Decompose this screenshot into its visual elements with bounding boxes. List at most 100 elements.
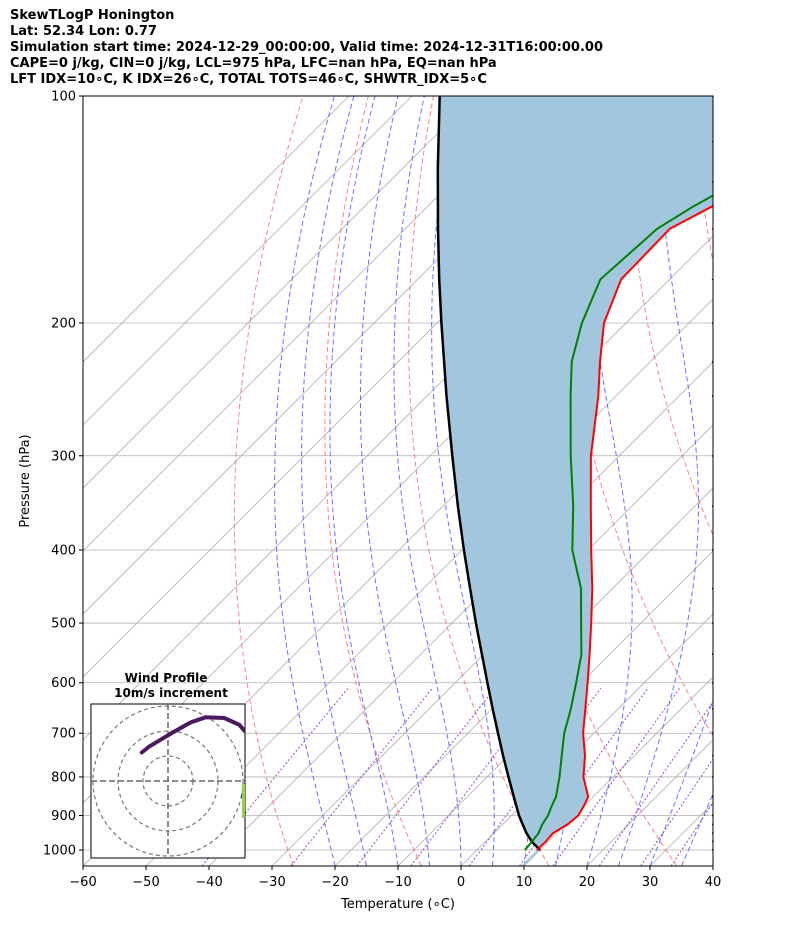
wind-barb-shaft: [711, 653, 713, 655]
wind-barb: [711, 794, 751, 805]
wind-barb-flag: [747, 620, 751, 631]
isotherm-gridline: [83, 96, 350, 363]
wind-barb-flag: [749, 242, 750, 253]
dewpoint-line: [524, 194, 713, 851]
wind-barb-flag: [752, 679, 756, 690]
wind-barb-flag: [747, 794, 751, 805]
wind-barb-flag: [747, 830, 755, 838]
wind-barb: [711, 96, 754, 110]
wind-barb-flag: [747, 651, 751, 662]
wind-barb-shaft: [711, 96, 713, 97]
hodograph-plot: [91, 704, 245, 858]
wind-barb-flag: [752, 620, 756, 631]
wind-barb-flag: [752, 651, 756, 662]
wind-barb-flag: [752, 773, 756, 784]
wind-barb: [711, 730, 751, 742]
wind-barb-flag: [739, 297, 742, 308]
wind-barb: [712, 549, 745, 561]
wind-barb-shaft: [711, 848, 713, 851]
chart-title: SkewTLogP Honington: [10, 8, 175, 23]
moist-adiabat: [393, 96, 462, 866]
indices-line: LFT IDX=10∘C, K IDX=26∘C, TOTAL TOTS=46∘…: [10, 72, 487, 87]
y-tick-label: 300: [51, 449, 76, 464]
wind-barb-flag: [742, 731, 746, 742]
wind-barb-shaft: [711, 840, 713, 843]
wind-barb-flag: [742, 774, 746, 785]
wind-barb-shaft: [711, 181, 713, 183]
wind-barb-shaft: [711, 832, 713, 834]
wind-barb: [711, 322, 747, 354]
wind-barb-flag: [744, 343, 747, 354]
wind-barb: [711, 651, 756, 663]
wind-barb: [711, 620, 756, 631]
wind-barb-flag: [752, 99, 754, 110]
x-tick-label: −10: [384, 875, 411, 890]
wind-barb-flag: [745, 821, 752, 830]
hodograph-inset: Wind Profile 10m/s increment: [90, 671, 246, 859]
wind-barb: [711, 810, 747, 820]
wind-barb-shaft: [711, 796, 713, 798]
y-tick-label: 600: [51, 676, 76, 691]
wind-barb-flag: [742, 794, 746, 805]
moist-adiabat: [360, 96, 430, 866]
wind-barb-flag: [735, 294, 738, 305]
wind-barb-shaft: [711, 322, 713, 325]
mixing-ratio-line: [356, 687, 496, 866]
wind-barb: [711, 505, 754, 521]
wind-barb-flag: [746, 413, 748, 424]
wind-barb-flag: [747, 730, 751, 741]
dry-adiabat: [760, 96, 794, 866]
wind-barb: [712, 587, 745, 600]
y-tick-label: 500: [51, 617, 76, 632]
wind-barb-flag: [742, 652, 746, 663]
wind-barb-flag: [742, 144, 744, 155]
x-tick-label: −20: [321, 875, 348, 890]
mixing-ratio-line: [468, 687, 602, 866]
mixing-ratio-line: [640, 758, 713, 866]
wind-barb-flag: [742, 550, 745, 561]
moist-adiabat: [618, 96, 699, 866]
mixing-ratio-line: [201, 687, 349, 866]
y-axis-label: Pressure (hPa): [18, 434, 33, 527]
isotherm-gridline: [334, 487, 713, 866]
y-tick-label: 700: [51, 727, 76, 742]
wind-barb-shaft: [711, 681, 713, 684]
moist-adiabat: [712, 864, 713, 866]
wind-barb-flag: [742, 589, 745, 600]
wind-barb-shaft: [711, 755, 713, 757]
y-tick-label: 1000: [43, 844, 76, 859]
isotherm-gridline: [523, 676, 713, 866]
wind-barb: [711, 455, 713, 457]
wind-barb-shaft: [711, 141, 713, 143]
wind-barb-flag: [742, 810, 747, 820]
wind-barb-flag: [748, 825, 755, 834]
wind-barb-flag: [738, 835, 746, 843]
wind-barb: [711, 706, 746, 717]
wind-barb: [711, 228, 750, 253]
moist-adiabat: [329, 96, 399, 866]
wind-barb-shaft: [711, 776, 713, 778]
time-line: Simulation start time: 2024-12-29_00:00:…: [10, 40, 603, 55]
wind-barb-flag: [733, 372, 735, 383]
cin-shaded-area: [437, 96, 713, 866]
wind-barb-flag: [741, 817, 747, 827]
wind-barb-flag: [751, 189, 752, 200]
x-axis-label: Temperature (∘C): [340, 897, 455, 912]
wind-barb-shaft: [711, 732, 713, 734]
wind-barb-flag: [744, 299, 747, 310]
wind-barb-flag: [742, 411, 744, 422]
wind-barb-flag: [742, 187, 743, 198]
wind-barb-flag: [744, 827, 751, 836]
wind-barb-flag: [742, 680, 746, 691]
cape-cin-shading: [437, 96, 713, 866]
wind-barb-shaft: [711, 823, 713, 826]
wind-barb-shaft: [711, 622, 713, 624]
wind-barb: [711, 278, 747, 310]
wind-barb-shaft: [711, 708, 713, 710]
wind-barb-flag: [752, 510, 754, 521]
moist-adiabat: [681, 792, 713, 866]
x-tick-label: −40: [195, 875, 222, 890]
wind-barb: [711, 395, 748, 424]
wind-barb-flag: [742, 706, 746, 717]
wind-barb: [711, 773, 756, 785]
